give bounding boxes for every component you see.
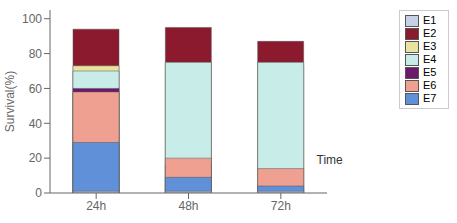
svg-text:0: 0 [35,186,42,200]
svg-text:Survival(%): Survival(%) [8,71,17,132]
svg-text:80: 80 [29,47,43,61]
svg-text:20: 20 [29,151,43,165]
html-text:E5: E5 [423,66,437,78]
html-text:E3: E3 [423,40,437,52]
svg-text:40: 40 [29,117,43,131]
svg-text:48h: 48h [178,199,198,213]
svg-text:24h: 24h [86,199,106,213]
html-text:Time: Time [316,153,343,167]
html-text:E4: E4 [423,53,437,65]
html-text:E1: E1 [423,14,437,26]
html-text:E2: E2 [423,27,437,39]
svg-text:100: 100 [22,12,42,26]
html-text:E7: E7 [423,92,437,104]
svg-text:60: 60 [29,82,43,96]
html-text:E6: E6 [423,79,437,91]
svg-text:72h: 72h [271,199,291,213]
